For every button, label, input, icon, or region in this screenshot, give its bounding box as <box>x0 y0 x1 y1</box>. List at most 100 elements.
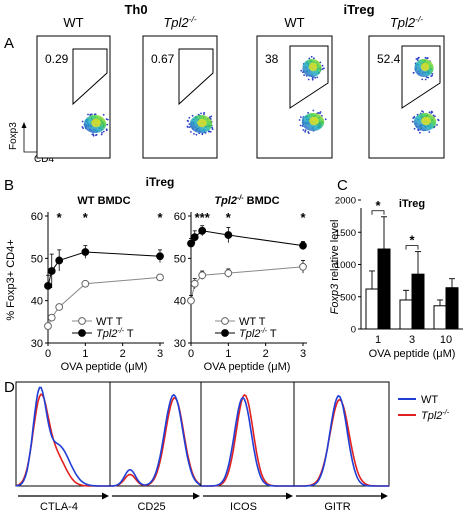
data-point <box>187 296 195 305</box>
y-tick-label: 40 <box>174 296 186 308</box>
flow-event <box>416 59 419 61</box>
itreg-header: iTreg <box>343 2 374 17</box>
flow-event <box>428 111 431 114</box>
significance-marker: * <box>300 210 306 225</box>
x-tick-label: 2 <box>120 348 126 360</box>
flow-event <box>307 78 310 81</box>
flow-gate-3 <box>401 45 441 109</box>
flow-event <box>106 123 109 126</box>
flow-event <box>87 113 89 116</box>
data-point <box>47 267 56 275</box>
flow-event <box>311 78 314 81</box>
flow-plot-frame-3 <box>368 35 445 159</box>
flow-event <box>419 131 421 134</box>
panel-a: A Th0 iTreg Foxp3 CD4 WT0.29Tpl2-/-0.67W… <box>4 2 445 165</box>
flow-event <box>299 124 302 127</box>
panel-letter-b: B <box>4 177 14 194</box>
x-tick-label: 1 <box>225 348 231 360</box>
flow-event <box>412 72 415 74</box>
flow-event <box>424 56 427 59</box>
histogram-curve-blue-2 <box>201 396 294 487</box>
flow-event <box>186 119 189 122</box>
flow-event <box>427 76 430 79</box>
flow-event <box>95 133 98 136</box>
panel-letter-a: A <box>4 35 14 52</box>
histogram-frame-1 <box>109 381 202 487</box>
x-tick-label: 3 <box>409 334 415 346</box>
flow-plot-title-0: WT <box>63 15 83 30</box>
bar <box>399 299 413 330</box>
flow-plot-title-3: Tpl2-/- <box>390 14 423 30</box>
flow-event <box>200 112 202 115</box>
significance-marker: * <box>157 210 163 225</box>
data-point <box>47 313 56 322</box>
significance-marker: * <box>57 210 63 225</box>
x-tick-label: 1 <box>82 348 88 360</box>
significance-marker: *** <box>195 210 211 225</box>
flow-event <box>323 67 325 70</box>
data-point <box>44 281 52 290</box>
data-point <box>81 248 90 256</box>
histogram-arrowhead-0 <box>102 492 109 500</box>
y-tick-label: 60 <box>174 211 186 223</box>
significance-bracket <box>371 210 385 215</box>
flow-event <box>321 64 324 67</box>
series-line-1 <box>47 251 161 286</box>
histogram-frame-3 <box>293 381 390 487</box>
flow-event <box>93 113 96 116</box>
flow-event <box>89 113 92 116</box>
histogram-arrowhead-2 <box>286 492 293 500</box>
flow-event <box>307 111 309 114</box>
flow-event <box>91 113 93 116</box>
flow-event <box>304 130 306 133</box>
significance-marker: * <box>409 233 415 248</box>
bar <box>365 288 379 330</box>
flow-event <box>424 78 427 81</box>
histogram-legend: WT Tpl2-/- <box>398 394 450 422</box>
data-point <box>198 226 207 235</box>
flow-plots: WT 0.29 Tpl2-/- 0.67 WT 38 Tpl2-/- 52.4 <box>36 14 445 159</box>
flow-event <box>411 120 414 123</box>
flow-event <box>102 130 105 133</box>
line-chart-title: WT BMDC <box>77 195 130 207</box>
flow-event <box>203 111 206 114</box>
significance-bracket <box>405 245 419 250</box>
histogram-marker-label-2: ICOS <box>230 501 257 512</box>
flow-event <box>92 134 95 137</box>
panel-c: C iTreg 0 500 1000 1500 2000 Foxp3 relative le… <box>329 177 463 360</box>
data-point <box>190 279 199 288</box>
flow-event <box>300 69 303 72</box>
itreg-header-b: iTreg <box>146 175 175 189</box>
x-axis-label: OVA peptide (μM) <box>61 361 148 373</box>
data-point <box>224 231 233 239</box>
flow-gate-0 <box>72 48 108 106</box>
histogram-arrowhead-1 <box>193 492 200 500</box>
flow-gate-1 <box>178 48 214 106</box>
flow-event <box>431 111 434 113</box>
histogram-arrowhead-3 <box>381 492 388 500</box>
flow-event <box>193 133 195 135</box>
line-chart-title: Tpl2-/- BMDC <box>214 195 279 207</box>
flow-event <box>434 115 436 118</box>
data-point <box>55 303 64 311</box>
data-point <box>190 233 199 242</box>
flow-event <box>190 131 192 133</box>
y-tick-label: 40 <box>31 296 43 308</box>
flow-event <box>209 130 212 133</box>
histogram-marker-label-0: CTLA-4 <box>40 501 78 512</box>
legend-marker <box>78 317 86 325</box>
bar-chart-foxp3: iTreg 0 500 1000 1500 2000 Foxp3 relative leve… <box>329 196 463 360</box>
bar-chart-y-axis-label: Foxp3 relative level <box>329 220 341 315</box>
flow-event <box>203 113 205 116</box>
data-point <box>187 239 195 248</box>
data-point <box>156 273 164 282</box>
data-point <box>156 252 164 261</box>
y-tick-label: 50 <box>174 253 186 265</box>
flow-gate-percentage-3: 52.4 <box>377 52 401 66</box>
flow-event <box>197 113 200 116</box>
cd4-axis-label: CD4 <box>34 154 54 165</box>
significance-marker: * <box>83 210 89 225</box>
series-line-0 <box>190 266 304 301</box>
bar-chart-title: iTreg <box>399 198 425 210</box>
